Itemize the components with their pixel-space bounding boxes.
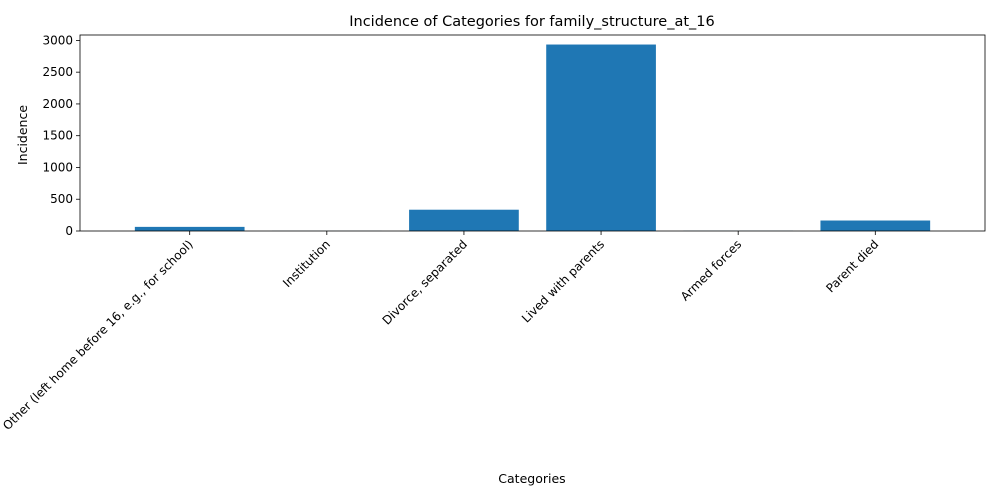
x-tick-label: Divorce, separated: [380, 237, 470, 327]
y-tick-label: 1000: [42, 160, 73, 174]
x-tick-label: Institution: [280, 237, 333, 290]
y-tick-label: 500: [50, 192, 73, 206]
x-tick-label: Other (left home before 16, e.g., for sc…: [0, 237, 196, 433]
plot-area: 0 500 1000 1500 2000 2500 3000 Other (left home…: [0, 33, 986, 433]
bar: [409, 209, 519, 231]
x-axis-label: Categories: [498, 471, 565, 486]
x-tick-label: Lived with parents: [519, 237, 607, 325]
bar: [820, 220, 931, 231]
chart-title: Incidence of Categories for family_struc…: [349, 14, 715, 30]
y-tick-label: 1500: [42, 129, 73, 143]
bar: [134, 226, 245, 231]
y-tick-label: 2000: [42, 97, 73, 111]
y-axis-label: Incidence: [15, 105, 30, 165]
y-tick-label: 0: [65, 224, 73, 238]
x-tick-label: Armed forces: [678, 237, 744, 303]
bar: [546, 44, 656, 231]
x-tick-label: Parent died: [823, 237, 881, 295]
y-tick-label: 3000: [42, 33, 73, 47]
y-tick-label: 2500: [42, 65, 73, 79]
plot-frame: [79, 34, 986, 232]
